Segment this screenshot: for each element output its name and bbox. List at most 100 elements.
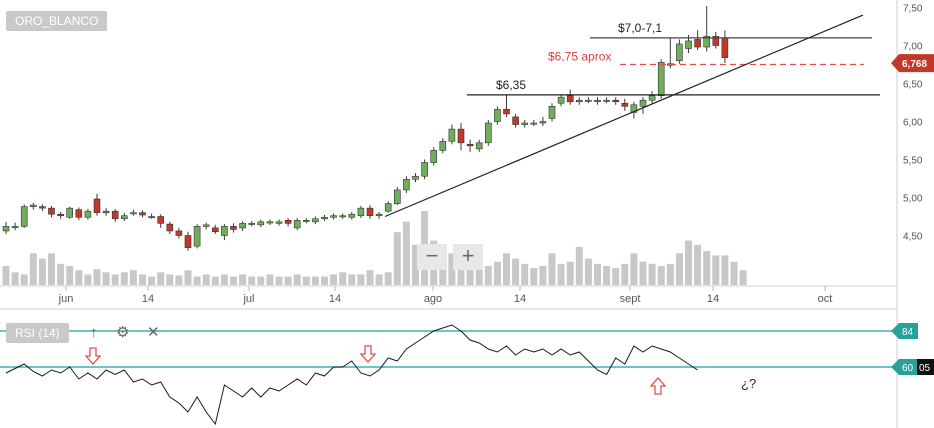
zoom-in-button[interactable]: + <box>453 244 483 270</box>
volume-bar <box>412 244 419 285</box>
volume-bar <box>584 258 592 285</box>
candle <box>29 204 37 207</box>
candle <box>466 144 474 147</box>
rsi-level-badge <box>891 323 918 339</box>
candle <box>248 223 255 225</box>
volume-bar <box>730 261 738 285</box>
y-tick-label: 7,00 <box>903 42 923 53</box>
candle <box>212 227 219 232</box>
candle <box>39 206 46 209</box>
y-tick-label: 4,50 <box>903 232 923 243</box>
volume-bar <box>739 270 747 285</box>
candle <box>575 99 583 103</box>
volume-bar <box>493 261 501 285</box>
volume-bar <box>293 274 301 285</box>
candle <box>66 207 73 218</box>
candle <box>421 162 428 177</box>
candle <box>366 207 374 217</box>
candle <box>11 226 19 228</box>
candle <box>685 40 692 49</box>
arrow-up-icon[interactable]: ↑ <box>90 324 98 341</box>
candle <box>184 235 192 248</box>
y-tick-label: 6,50 <box>903 80 923 91</box>
candle <box>175 230 183 236</box>
price-candles <box>2 5 729 251</box>
volume-bar <box>93 269 101 285</box>
rsi-level-badge <box>891 359 918 375</box>
volume-bar <box>302 276 310 285</box>
candle <box>521 122 529 125</box>
candle <box>266 221 274 224</box>
candle <box>657 61 665 96</box>
volume-bar <box>75 270 83 285</box>
candle <box>193 226 201 247</box>
volume-bar <box>712 255 720 285</box>
y-tick-label: 5,00 <box>903 194 923 205</box>
annotations: $6,35 $7,0-7,1 $6,75 aprox <box>384 14 880 218</box>
volume-bar <box>29 253 37 285</box>
volume-bar <box>48 253 55 285</box>
candle <box>148 216 155 219</box>
rsi-title: RSI (14) <box>6 323 69 343</box>
volume-bar <box>694 244 702 285</box>
x-tick-label: ago <box>424 293 442 305</box>
candle <box>439 140 447 151</box>
candle <box>639 99 647 107</box>
candle <box>93 198 101 214</box>
volume-bar <box>539 265 547 285</box>
volume-bar <box>393 232 401 285</box>
volume-bar <box>321 276 328 285</box>
rsi-panel: 84 60 05 ¿? <box>0 323 934 426</box>
zoom-out-button[interactable]: − <box>417 244 447 270</box>
volume-bar <box>311 276 319 285</box>
volume-bar <box>266 274 274 285</box>
volume-bar <box>512 258 520 285</box>
candle <box>284 220 292 224</box>
candle <box>393 189 401 204</box>
candle <box>202 224 210 227</box>
y-tick-label: 7,50 <box>903 4 923 15</box>
candle <box>721 37 729 58</box>
rsi-sell-arrow-icon <box>359 345 377 363</box>
candle <box>630 104 638 113</box>
candle <box>403 178 410 191</box>
candle <box>585 99 592 102</box>
volume-bar <box>402 221 410 285</box>
candle <box>384 203 392 212</box>
gear-icon[interactable]: ⚙ <box>116 324 130 341</box>
candle <box>302 220 310 222</box>
volume-bar <box>548 253 556 285</box>
volume-bar <box>448 253 456 285</box>
volume-bar <box>175 275 183 285</box>
label-675: $6,75 aprox <box>548 50 611 64</box>
volume-bar <box>366 270 374 285</box>
candle <box>412 175 419 180</box>
candle <box>512 116 519 125</box>
candle <box>375 213 383 217</box>
x-tick-label: oct <box>818 293 833 305</box>
close-icon[interactable]: ✕ <box>147 324 160 341</box>
x-axis: jun 14 jul 14 ago 14 sept 14 oct <box>58 286 833 305</box>
volume-bar <box>503 253 510 285</box>
volume-bar <box>639 261 647 285</box>
candle <box>293 220 301 229</box>
candle <box>694 39 701 48</box>
candle <box>48 207 55 215</box>
volume-bar <box>102 272 110 285</box>
volume-bar <box>275 276 283 285</box>
rsi-question-label: ¿? <box>741 376 756 391</box>
candle <box>457 128 465 144</box>
volume-bar <box>166 274 174 285</box>
volume-bar <box>566 261 574 285</box>
volume-bar <box>621 263 629 285</box>
candle <box>539 121 547 124</box>
rsi-level-label: 84 <box>902 327 914 338</box>
candle <box>503 109 510 115</box>
volume-bar <box>111 274 119 285</box>
candle <box>475 142 483 150</box>
candle <box>603 99 610 102</box>
y-tick-label: 6,00 <box>903 118 923 129</box>
volume-bar <box>11 272 19 285</box>
volume-bar <box>193 276 201 285</box>
candle <box>139 212 146 216</box>
